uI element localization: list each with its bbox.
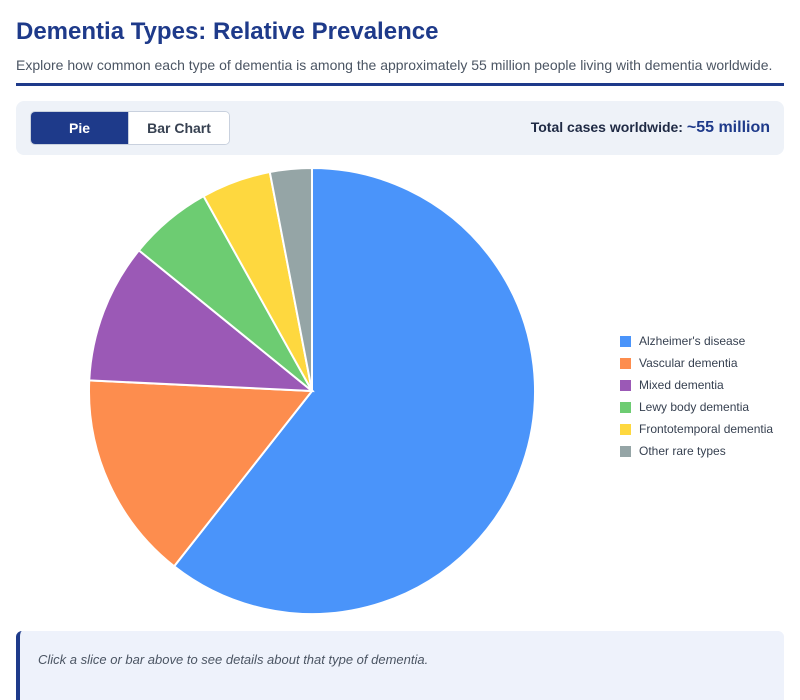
total-cases: Total cases worldwide: ~55 million [531,119,770,137]
legend-swatch [620,423,631,435]
bar-chart-button[interactable]: Bar Chart [128,112,229,144]
page-title: Dementia Types: Relative Prevalence [16,18,439,45]
legend-swatch [620,401,631,413]
legend-swatch [620,357,631,369]
details-panel: Click a slice or bar above to see detail… [16,631,784,700]
legend-item[interactable]: Vascular dementia [620,352,773,374]
legend-item[interactable]: Lewy body dementia [620,396,773,418]
legend-label: Frontotemporal dementia [639,422,774,436]
legend-label: Vascular dementia [639,356,738,370]
total-cases-value: ~55 million [686,119,770,136]
legend-item[interactable]: Mixed dementia [620,374,773,396]
legend-label: Mixed dementia [639,378,724,392]
pie-slice-mixed-dementia[interactable] [88,248,315,393]
legend-item[interactable]: Alzheimer's disease [620,330,773,352]
chart-toolbar: Pie Chart Bar Chart Total cases worldwid… [16,101,784,155]
header-divider [16,83,784,86]
pie-chart-button[interactable]: Pie Chart [31,112,128,144]
pie-slice-other-rare-types[interactable] [268,166,313,392]
legend-item[interactable]: Other rare types [620,440,773,462]
legend-label: Alzheimer's disease [639,334,746,348]
legend-swatch [620,379,631,391]
pie-slice-vascular-dementia[interactable] [88,379,314,568]
page-subtitle: Explore how common each type of dementia… [16,57,773,73]
pie-chart [88,166,536,615]
legend-label: Lewy body dementia [639,400,750,414]
chart-legend: Alzheimer's disease Vascular dementia Mixe… [620,330,773,462]
legend-swatch [620,445,631,457]
legend-swatch [620,335,631,347]
total-cases-label: Total cases worldwide: [530,119,683,135]
chart-type-toggle: Pie Chart Bar Chart [30,111,230,145]
details-prompt: Click a slice or bar above to see detail… [38,652,429,667]
legend-item[interactable]: Frontotemporal dementia [620,418,773,440]
pie-slice-alzheimer-s-disease[interactable] [172,166,536,615]
legend-label: Other rare types [639,444,726,458]
